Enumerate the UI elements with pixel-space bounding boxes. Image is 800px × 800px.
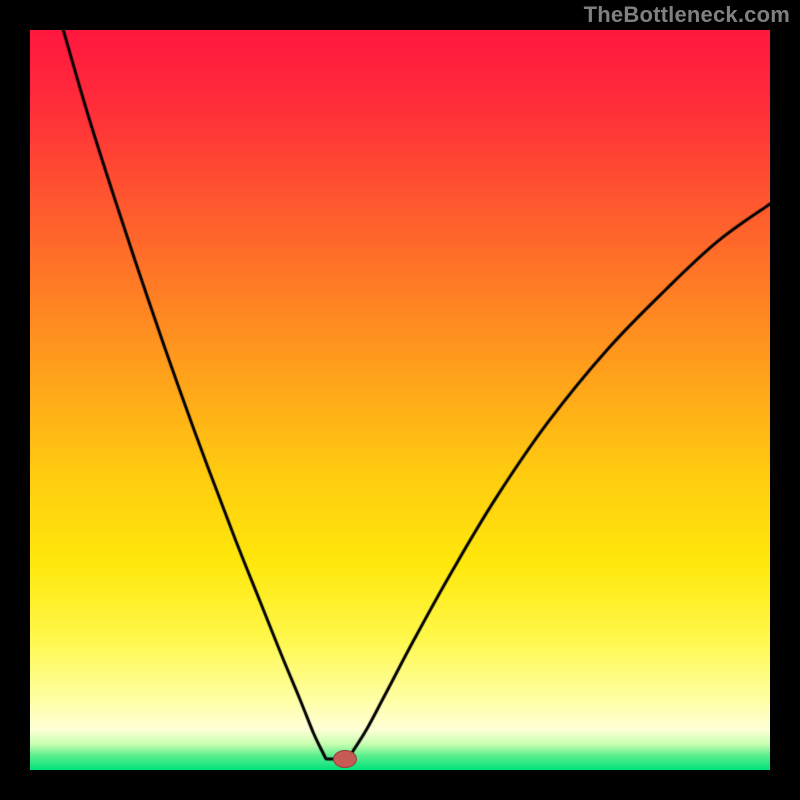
- plot-area: [30, 30, 770, 770]
- chart-frame: TheBottleneck.com: [0, 0, 800, 800]
- optimum-marker: [333, 750, 357, 768]
- watermark-text: TheBottleneck.com: [584, 2, 790, 28]
- bottleneck-curve: [30, 30, 770, 770]
